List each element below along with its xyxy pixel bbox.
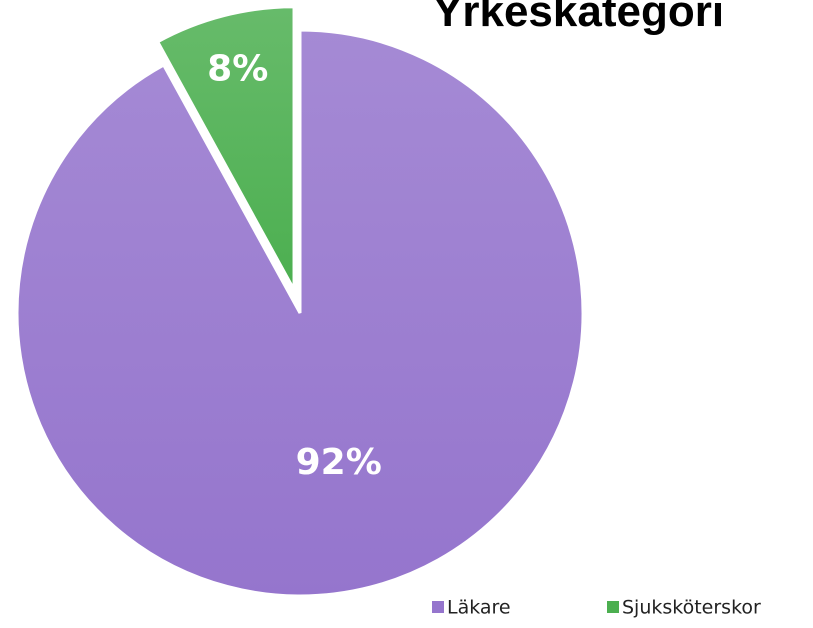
value-label: 92%	[296, 442, 382, 483]
pie-slice	[15, 28, 585, 598]
legend-swatch	[607, 601, 619, 613]
legend-label: Sjuksköterskor	[622, 597, 761, 619]
legend-swatch	[432, 601, 444, 613]
chart-title: Yrkeskategori	[433, 0, 724, 36]
pie-slice	[155, 5, 296, 291]
legend-label: Läkare	[447, 597, 511, 619]
value-label: 8%	[207, 48, 268, 89]
